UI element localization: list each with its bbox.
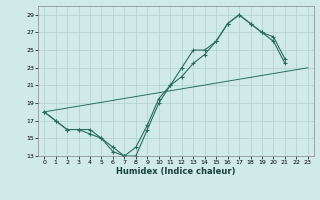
X-axis label: Humidex (Indice chaleur): Humidex (Indice chaleur)	[116, 167, 236, 176]
